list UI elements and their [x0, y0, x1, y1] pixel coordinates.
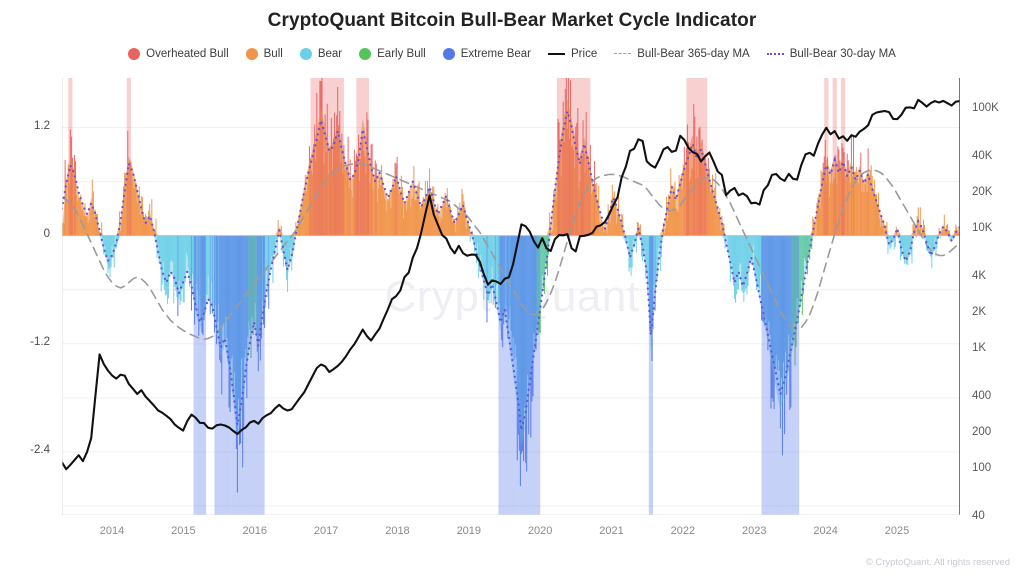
- legend-swatch-dot: [442, 48, 455, 60]
- y-axis-tick-right: 100: [972, 462, 992, 475]
- y-axis-tick-right: 1K: [972, 342, 987, 355]
- y-axis-tick-right: 400: [972, 389, 992, 402]
- legend-label: Bear: [317, 48, 343, 60]
- x-axis-tick: 2018: [385, 525, 410, 537]
- plot-area: [62, 78, 960, 515]
- legend-item-bull[interactable]: Bull: [245, 48, 283, 60]
- legend-swatch-dot: [245, 48, 258, 60]
- chart-legend: Overheated Bull Bull Bear Early Bull Extreme…: [0, 48, 1024, 60]
- legend-swatch-dot: [299, 48, 312, 60]
- y-axis-tick-right: 2K: [972, 306, 987, 318]
- legend-swatch-dotted-line: [766, 48, 784, 60]
- x-axis-tick: 2015: [171, 525, 196, 537]
- y-axis-tick-right: 40: [972, 510, 985, 522]
- legend-item-bull-bear-30-day-ma[interactable]: Bull-Bear 30-day MA: [766, 48, 896, 60]
- y-axis-tick-right: 20K: [972, 185, 993, 198]
- legend-label: Price: [571, 48, 598, 60]
- legend-label: Early Bull: [377, 48, 426, 60]
- y-axis-tick-left: 1.2: [34, 119, 50, 132]
- legend-item-overheated-bull[interactable]: Overheated Bull: [128, 48, 229, 60]
- page-title: CryptoQuant Bitcoin Bull-Bear Market Cyc…: [267, 10, 757, 31]
- x-axis-tick: 2019: [456, 525, 482, 537]
- chart-canvas: [62, 78, 960, 515]
- footer-copyright: © CryptoQuant. All rights reserved: [865, 557, 1010, 568]
- y-axis-tick-left: -2.4: [30, 443, 50, 456]
- x-axis-tick: 2017: [313, 525, 339, 537]
- x-axis-tick: 2020: [527, 525, 553, 537]
- x-axis-tick: 2025: [884, 525, 910, 537]
- legend-swatch-solid-line: [548, 48, 566, 60]
- legend-swatch-dot: [128, 48, 141, 60]
- legend-label: Overheated Bull: [146, 48, 229, 60]
- legend-item-bear[interactable]: Bear: [299, 48, 343, 60]
- legend-item-early-bull[interactable]: Early Bull: [359, 48, 426, 60]
- legend-label: Bull-Bear 365-day MA: [637, 48, 750, 60]
- y-axis-tick-left: -1.2: [30, 335, 50, 348]
- x-axis-tick: 2022: [670, 525, 696, 537]
- y-axis-tick-right: 200: [972, 426, 992, 439]
- x-axis-tick: 2014: [99, 525, 125, 537]
- x-axis-tick: 2016: [242, 525, 267, 537]
- legend-label: Extreme Bear: [460, 48, 532, 60]
- x-axis-tick: 2024: [813, 525, 838, 537]
- x-axis-tick: 2021: [599, 525, 624, 537]
- y-axis-tick-right: 10K: [972, 222, 993, 235]
- legend-item-price[interactable]: Price: [548, 48, 597, 60]
- legend-label: Bull-Bear 30-day MA: [789, 48, 896, 60]
- legend-swatch-dot: [359, 48, 372, 60]
- legend-label: Bull: [263, 48, 283, 60]
- legend-item-extreme-bear[interactable]: Extreme Bear: [442, 48, 532, 60]
- y-axis-tick-right: 100K: [972, 102, 999, 114]
- x-axis-tick: 2023: [742, 525, 767, 537]
- y-axis-tick-right: 40K: [972, 149, 993, 162]
- legend-swatch-dashed-line: [614, 48, 632, 60]
- y-axis-tick-left: 0: [43, 227, 50, 240]
- y-axis-tick-right: 4K: [972, 269, 987, 282]
- legend-item-bull-bear-365-day-ma[interactable]: Bull-Bear 365-day MA: [614, 48, 750, 60]
